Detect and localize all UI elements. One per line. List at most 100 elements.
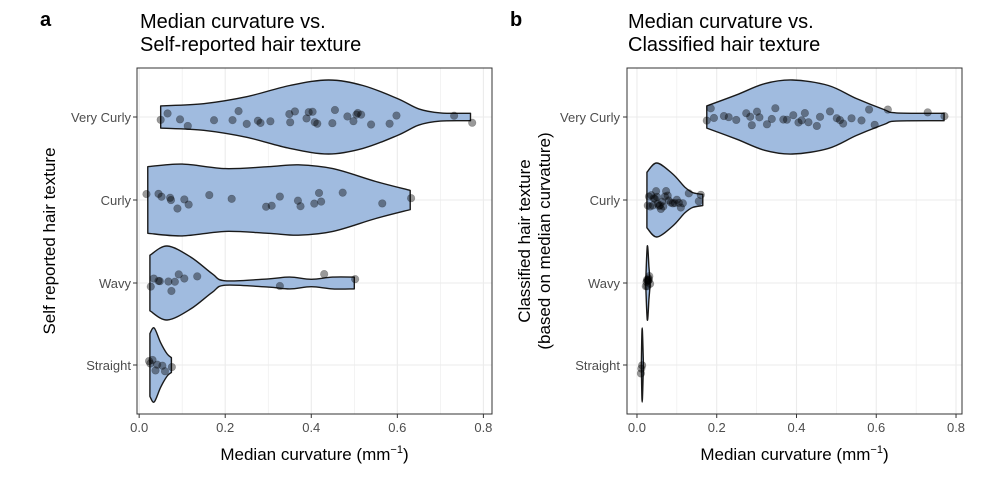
data-point <box>310 118 319 127</box>
data-point <box>870 120 879 129</box>
data-point <box>638 361 647 370</box>
y-tick-label: Very Curly <box>71 110 131 125</box>
violin-curly <box>646 162 704 238</box>
data-point <box>293 196 303 205</box>
data-point <box>660 192 669 201</box>
data-point <box>794 118 803 127</box>
panel-label: b <box>510 9 522 31</box>
data-point <box>782 115 792 124</box>
data-point <box>652 192 662 201</box>
data-point <box>153 360 162 369</box>
data-point <box>670 198 679 208</box>
data-point <box>857 116 866 125</box>
data-point <box>158 361 167 370</box>
x-tick-label: 0.8 <box>947 420 965 435</box>
data-point <box>267 201 276 210</box>
data-point <box>166 195 176 205</box>
data-point <box>648 201 658 210</box>
x-tick-label: 0.6 <box>388 420 406 435</box>
data-point <box>752 107 762 116</box>
data-point <box>645 272 654 281</box>
data-point <box>661 187 671 196</box>
data-point <box>317 197 326 206</box>
chart-title: Self-reported hair texture <box>140 34 361 56</box>
data-point <box>654 201 664 210</box>
data-point <box>468 118 477 127</box>
panel-a: a Median curvature vs.Self-reported hair… <box>40 9 493 464</box>
data-point <box>652 187 661 196</box>
data-point <box>694 197 703 206</box>
data-point <box>657 197 667 206</box>
data-point <box>825 107 835 116</box>
x-axis-label-text: Median curvature (mm <box>700 445 870 464</box>
x-axis-label-superscript: −1 <box>870 444 883 456</box>
data-point <box>676 203 685 212</box>
data-point <box>789 111 798 120</box>
data-point <box>644 274 653 283</box>
data-point <box>642 277 651 287</box>
y-tick-label: Curly <box>101 193 132 208</box>
data-point <box>151 366 160 375</box>
y-tick-label: Straight <box>86 358 131 373</box>
data-point <box>812 121 821 131</box>
data-point <box>167 362 176 372</box>
data-point <box>275 281 284 291</box>
data-point <box>313 119 322 128</box>
data-point <box>308 107 317 116</box>
x-axis-label-superscript: −1 <box>390 444 403 456</box>
chart-title: Median curvature vs. <box>628 11 814 33</box>
data-point <box>290 107 300 116</box>
data-point <box>771 104 780 113</box>
data-point <box>696 190 705 199</box>
data-point <box>330 105 340 115</box>
data-point <box>666 198 675 207</box>
data-point <box>649 194 658 203</box>
data-point <box>702 116 711 125</box>
data-point <box>674 198 683 207</box>
data-point <box>709 113 719 123</box>
y-tick-label: Curly <box>590 193 621 208</box>
violin-straight <box>149 327 173 403</box>
data-point <box>164 277 173 286</box>
x-tick-label: 0.0 <box>130 420 148 435</box>
data-point <box>286 118 295 127</box>
data-point <box>664 196 673 205</box>
data-point <box>663 191 672 200</box>
x-tick-label: 0.0 <box>628 420 646 435</box>
data-point <box>653 199 662 208</box>
data-point <box>328 119 337 128</box>
x-tick-label: 0.2 <box>708 420 726 435</box>
data-point <box>142 190 151 199</box>
data-point <box>835 116 845 125</box>
data-point <box>351 275 360 284</box>
data-point <box>227 194 236 203</box>
data-point <box>732 115 741 125</box>
data-point <box>146 359 155 368</box>
data-point <box>779 115 788 124</box>
data-point <box>146 282 155 291</box>
data-point <box>719 111 729 121</box>
data-point <box>343 112 352 121</box>
data-point <box>320 269 329 279</box>
panel-border <box>626 67 963 415</box>
data-point <box>668 199 677 208</box>
data-point <box>148 355 157 365</box>
x-axis-label-close: ) <box>883 445 889 464</box>
data-point <box>684 189 693 198</box>
data-point <box>746 112 755 121</box>
data-point <box>266 117 275 126</box>
data-point <box>650 194 660 203</box>
panel-label: a <box>40 9 52 31</box>
y-tick-label: Wavy <box>588 276 621 291</box>
data-point <box>815 112 825 121</box>
data-point <box>166 193 175 202</box>
data-point <box>646 279 655 288</box>
y-tick-label: Straight <box>575 358 620 373</box>
data-point <box>338 188 347 197</box>
data-point <box>180 274 189 283</box>
data-point <box>170 277 179 286</box>
data-point <box>366 120 376 129</box>
data-point <box>285 109 294 119</box>
data-point <box>256 118 265 127</box>
